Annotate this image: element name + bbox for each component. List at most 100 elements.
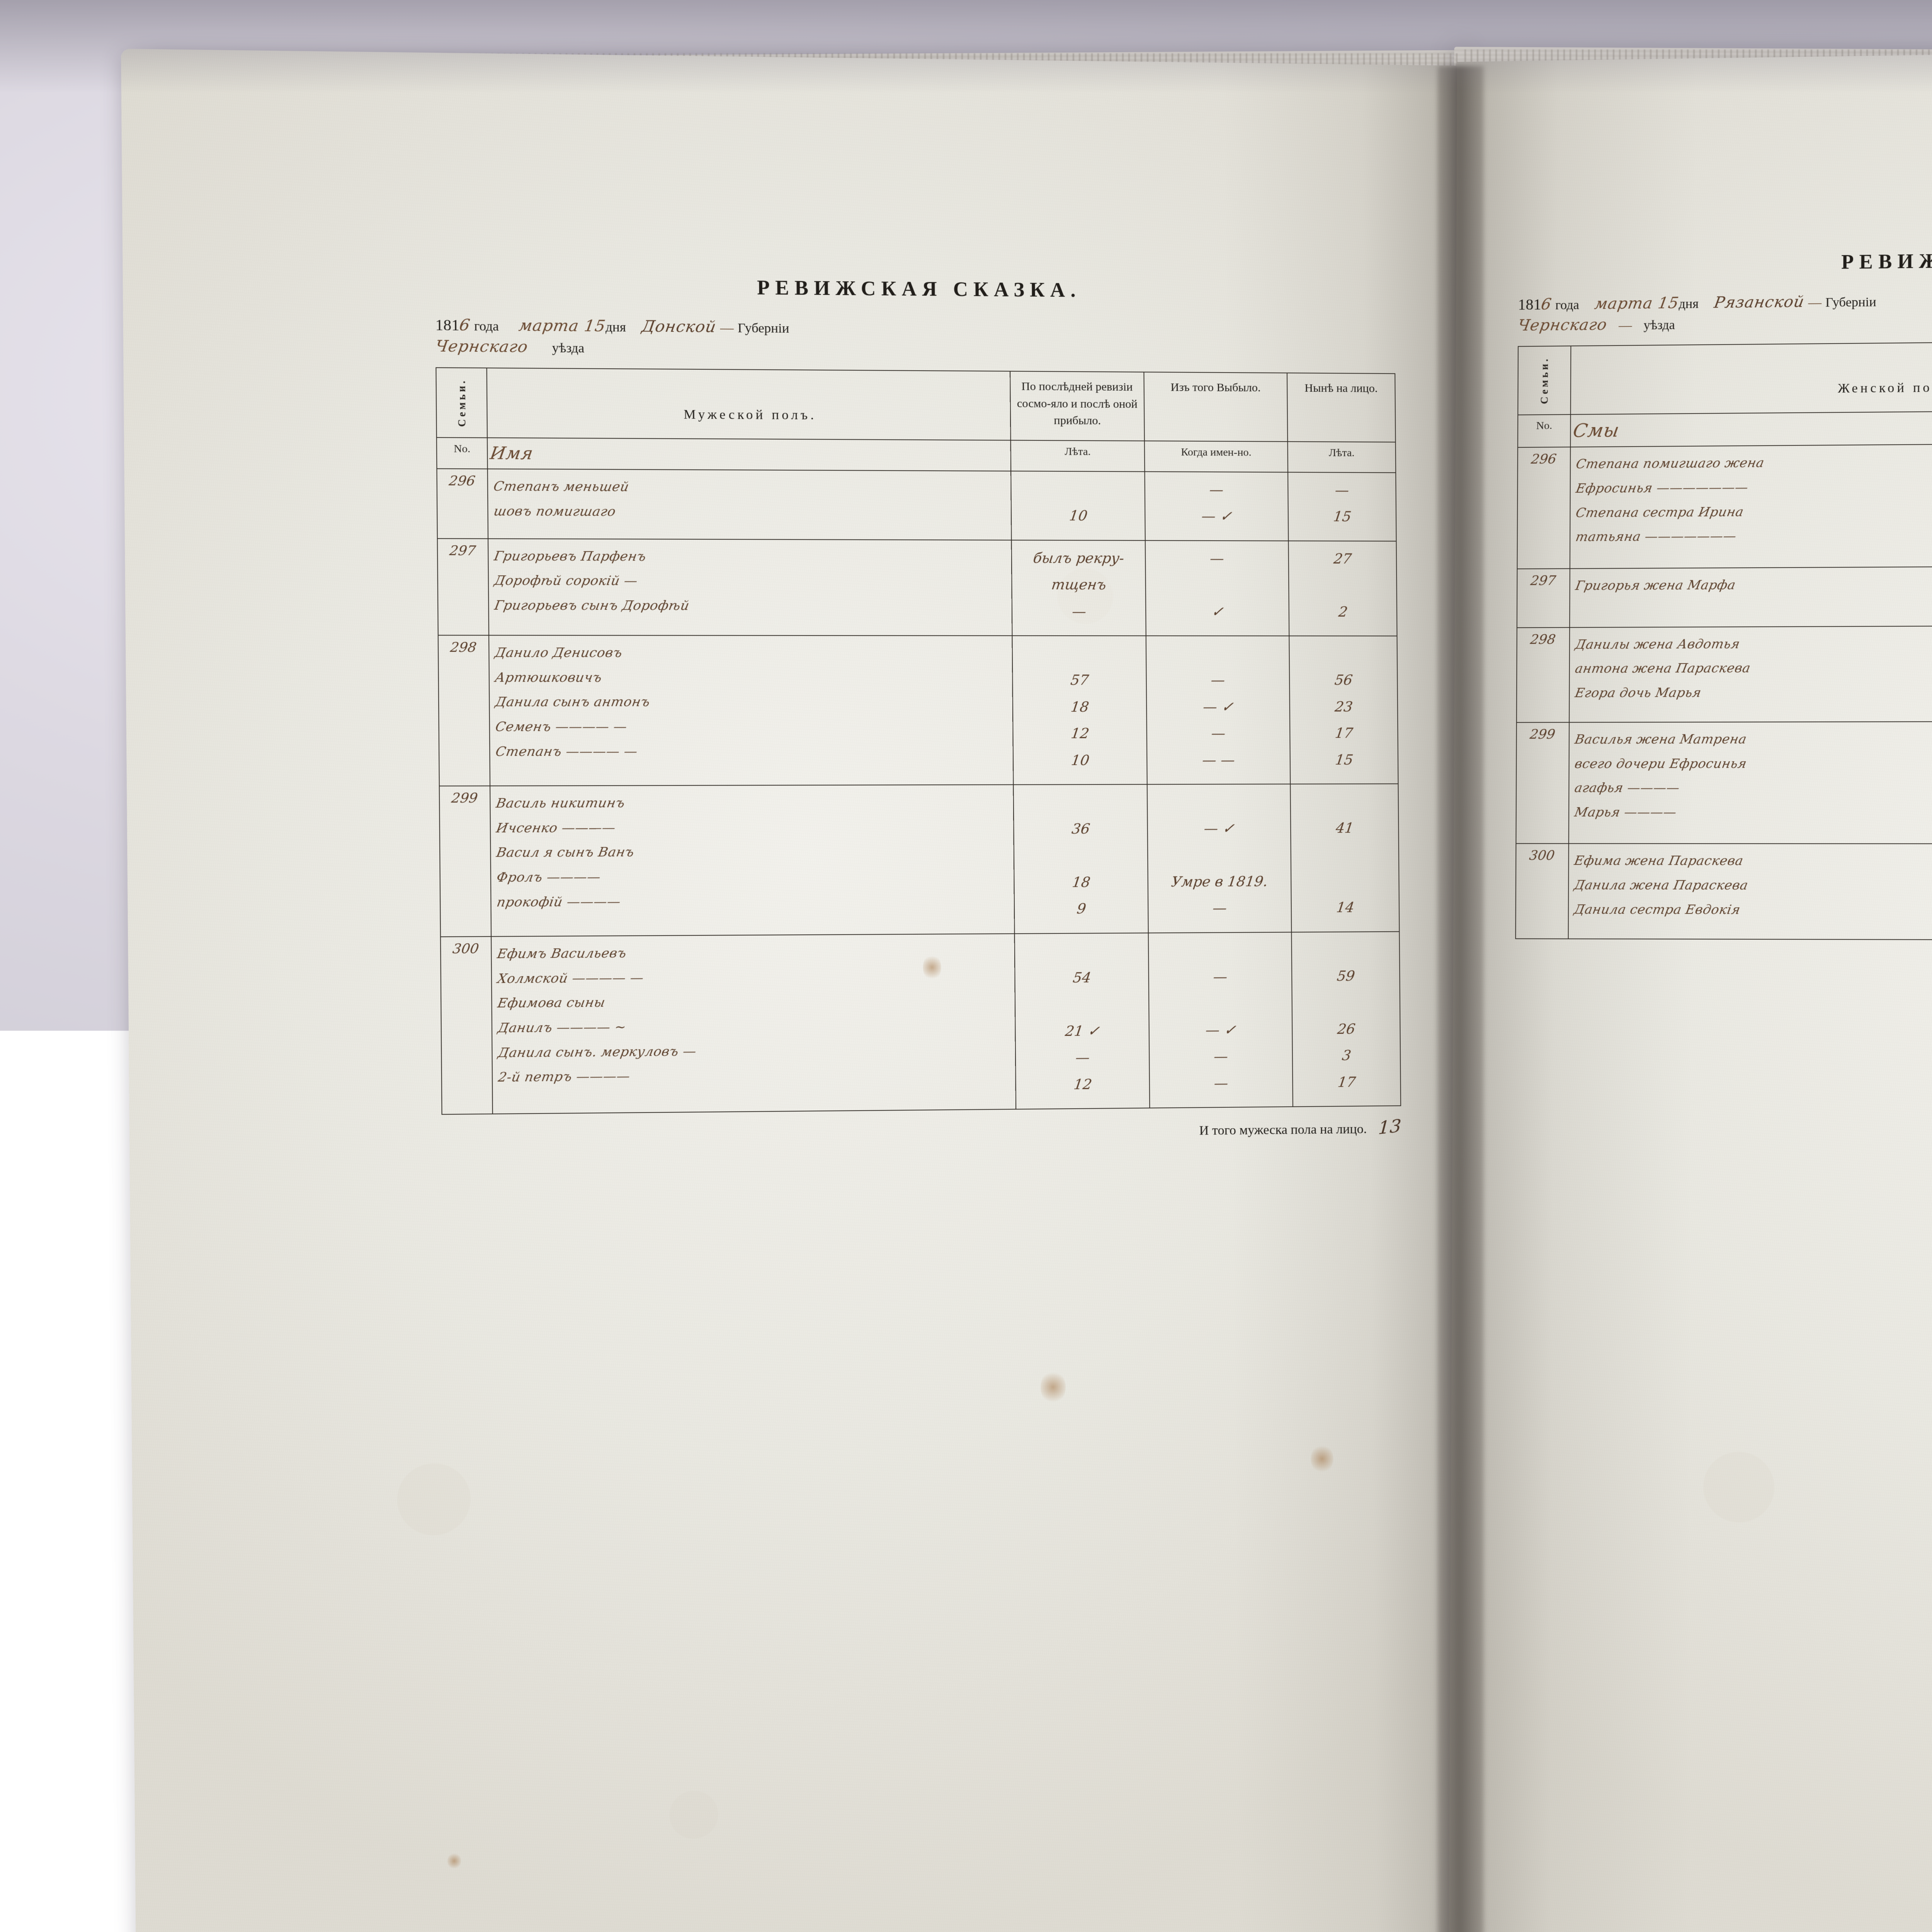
table-row[interactable]: 297 Григорьевъ Парфенъ Дорофѣй сорокій — Гр… xyxy=(437,539,1397,636)
age-now: 17 xyxy=(1288,720,1399,747)
person-name: Степанъ ———— — xyxy=(488,738,1014,764)
family-number: 297 xyxy=(437,539,490,559)
col-header-family-left-label: Семьи. xyxy=(455,378,468,427)
age-now: 27 xyxy=(1287,546,1398,573)
person-name: Данила сынъ. меркуловъ — xyxy=(491,1036,1017,1065)
departed-note xyxy=(1146,842,1292,869)
province-hw-right: Рязанской xyxy=(1713,291,1806,313)
age-now: 41 xyxy=(1289,815,1400,842)
family-number-cell: 298 xyxy=(438,635,490,786)
departed-note: — xyxy=(1147,964,1293,991)
departed-cell: — ✓ Умре в 1819. — xyxy=(1147,784,1291,933)
age-last-revision-cell: былъ рекру-тщенъ — xyxy=(1011,540,1146,636)
departed-note: — — xyxy=(1146,747,1291,774)
person-name: Ичсенко ———— xyxy=(489,814,1015,840)
departed-note xyxy=(1146,789,1292,816)
col-header-departed-left-label: Изъ того Выбыло. xyxy=(1144,372,1287,403)
age-last-revision: 57 xyxy=(1011,667,1148,694)
subcol-age1-left: Лѣта. xyxy=(1010,440,1145,471)
right-table-body: 296 Степана помигшаго жена Ефросинья —————… xyxy=(1515,440,1932,941)
subcol-no-right: No. xyxy=(1518,415,1571,448)
table-row[interactable]: 298 Данило Денисовъ Артюшковичъ Данила сынъ… xyxy=(438,635,1398,786)
age-last-revision: — xyxy=(1014,1044,1151,1072)
table-row[interactable]: 296 Степанъ меньшей шовъ помигшаго 10— — ✓ —… xyxy=(437,469,1396,541)
person-name: Василь никитинъ xyxy=(489,790,1015,816)
age-last-revision: 18 xyxy=(1011,694,1148,721)
col-header-lastrevision-left: По послѣдней ревизіи сосмо-яло и послѣ о… xyxy=(1010,371,1145,441)
age-now: 2 xyxy=(1287,599,1398,626)
age-now: 56 xyxy=(1288,667,1399,694)
departed-cell: — — ✓ xyxy=(1145,472,1288,541)
departed-note: — ✓ xyxy=(1145,694,1291,721)
age-last-revision xyxy=(1011,641,1148,667)
uezd-hw-left: Чернскаго xyxy=(434,336,530,358)
family-number-cell: 296 xyxy=(437,469,488,539)
subcol-name-right-hw: Смы xyxy=(1571,418,1621,443)
person-name: Василья жена Матрена xyxy=(1567,726,1932,752)
person-name: Егора дочь Марья xyxy=(1568,679,1932,705)
age-last-revision: 9 xyxy=(1013,896,1150,923)
departed-note: — ✓ xyxy=(1148,1017,1293,1044)
person-name: Данилы жена Авдотья xyxy=(1568,630,1932,657)
day-word-right: дня xyxy=(1679,297,1699,311)
table-row[interactable]: 297Григорья жена Марфа—23 xyxy=(1517,564,1932,628)
age-now: — xyxy=(1287,477,1398,504)
right-page: 43 РЕВИЖСКАЯ СКАЗКА. 1816 года марта 15д… xyxy=(1449,43,1932,1932)
person-name: Григорья жена Марфа xyxy=(1568,570,1932,598)
departed-cell: — — ✓ — — — xyxy=(1146,636,1290,784)
departed-note: ✓ xyxy=(1145,599,1290,625)
table-row[interactable]: 298 Данилы жена Авдотья антона жена Параск… xyxy=(1517,624,1932,723)
departed-note: — xyxy=(1147,895,1293,923)
person-name-cell: Ефимъ Васильевъ Холмской ———— — Ефимова сы… xyxy=(492,934,1016,1114)
person-name: Семенъ ———— — xyxy=(488,714,1014,739)
table-row[interactable]: 299 Василь никитинъ Ичсенко ———— Васил я сы… xyxy=(439,784,1400,937)
person-name: Фролъ ———— xyxy=(489,863,1015,890)
person-name: Данила жена Параскева xyxy=(1567,873,1932,898)
person-name: всего дочери Ефросинья xyxy=(1567,751,1932,776)
age-now-cell: 27 2 xyxy=(1288,541,1397,636)
person-name: агафья ———— xyxy=(1567,776,1932,800)
departed-cell: — ✓ xyxy=(1145,541,1289,636)
subcol-no-left: No. xyxy=(437,437,488,469)
person-name: Холмской ———— — xyxy=(490,963,1016,991)
age-last-revision xyxy=(1012,843,1149,870)
age-last-revision: 10 xyxy=(1012,747,1148,774)
year-printed-left: 181 xyxy=(435,316,459,334)
age-last-revision-cell: 54 21 ✓ —12 xyxy=(1014,933,1150,1109)
family-number-cell: 296 xyxy=(1517,447,1570,569)
family-number-cell: 300 xyxy=(1515,844,1569,939)
table-row[interactable]: 296 Степана помигшаго жена Ефросинья —————… xyxy=(1517,440,1932,569)
desk-background: РЕВИЖСКАЯ СКАЗКА. 1816 года марта 15дня … xyxy=(0,0,1932,1932)
person-name: Марья ———— xyxy=(1567,800,1932,825)
col-header-male-left: Мужеской полъ. xyxy=(487,368,1010,440)
person-name: Дорофѣй сорокій — xyxy=(487,568,1013,594)
age-last-revision: 18 xyxy=(1013,869,1150,896)
table-row[interactable]: 300 Ефимъ Васильевъ Холмской ———— — Ефимова… xyxy=(440,932,1401,1114)
total-male-left-label: И того мужеска пола на лицо. xyxy=(1199,1122,1367,1138)
age-now xyxy=(1287,572,1398,599)
col-header-departed-left: Изъ того Выбыло. xyxy=(1144,372,1287,442)
table-row[interactable]: 299 Василья жена Матрена всего дочери Ефро… xyxy=(1516,721,1932,844)
age-now xyxy=(1290,937,1401,964)
subcol-age2-left: Лѣта. xyxy=(1287,442,1396,473)
person-name-cell: Григорьевъ Парфенъ Дорофѣй сорокій — Григо… xyxy=(488,539,1012,636)
col-header-female-right-label: Женской полъ. xyxy=(1571,340,1932,406)
person-name: Данила сынъ антонъ xyxy=(488,690,1014,714)
departed-note: — xyxy=(1145,721,1291,747)
age-now-cell: —15 xyxy=(1288,472,1396,541)
departed-note: Умре в 1819. xyxy=(1146,869,1292,896)
family-number: 298 xyxy=(1516,628,1571,648)
uezd-word-right: уѣзда xyxy=(1643,318,1675,333)
table-row[interactable]: 300 Ефима жена Параскева Данила жена Парас… xyxy=(1515,844,1932,941)
person-name-cell: Григорья жена Марфа xyxy=(1570,565,1932,628)
total-female-right: И того женска пола на лицо. 17 xyxy=(1515,949,1932,973)
right-revision-form: РЕВИЖСКАЯ СКАЗКА. 1816 года марта 15дня … xyxy=(1515,244,1932,973)
age-now: 26 xyxy=(1291,1016,1402,1043)
age-last-revision: 10 xyxy=(1010,503,1146,530)
departed-note xyxy=(1145,641,1291,667)
family-number-cell: 298 xyxy=(1517,628,1570,723)
person-name: 2-й петръ ———— xyxy=(491,1061,1017,1090)
left-revision-table: Семьи. Мужеской полъ. По послѣдней ревиз… xyxy=(435,367,1401,1115)
family-number-cell: 299 xyxy=(1516,722,1569,844)
departed-note xyxy=(1144,572,1290,599)
